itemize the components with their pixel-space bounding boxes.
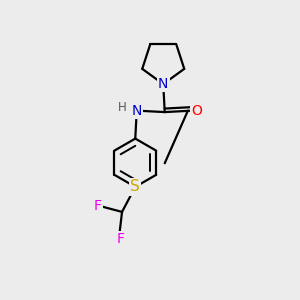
- Text: F: F: [94, 199, 102, 213]
- Text: N: N: [158, 77, 168, 91]
- Text: S: S: [130, 179, 140, 194]
- Text: O: O: [191, 103, 202, 118]
- Text: F: F: [117, 232, 124, 246]
- Text: H: H: [118, 101, 127, 114]
- Text: N: N: [132, 103, 142, 118]
